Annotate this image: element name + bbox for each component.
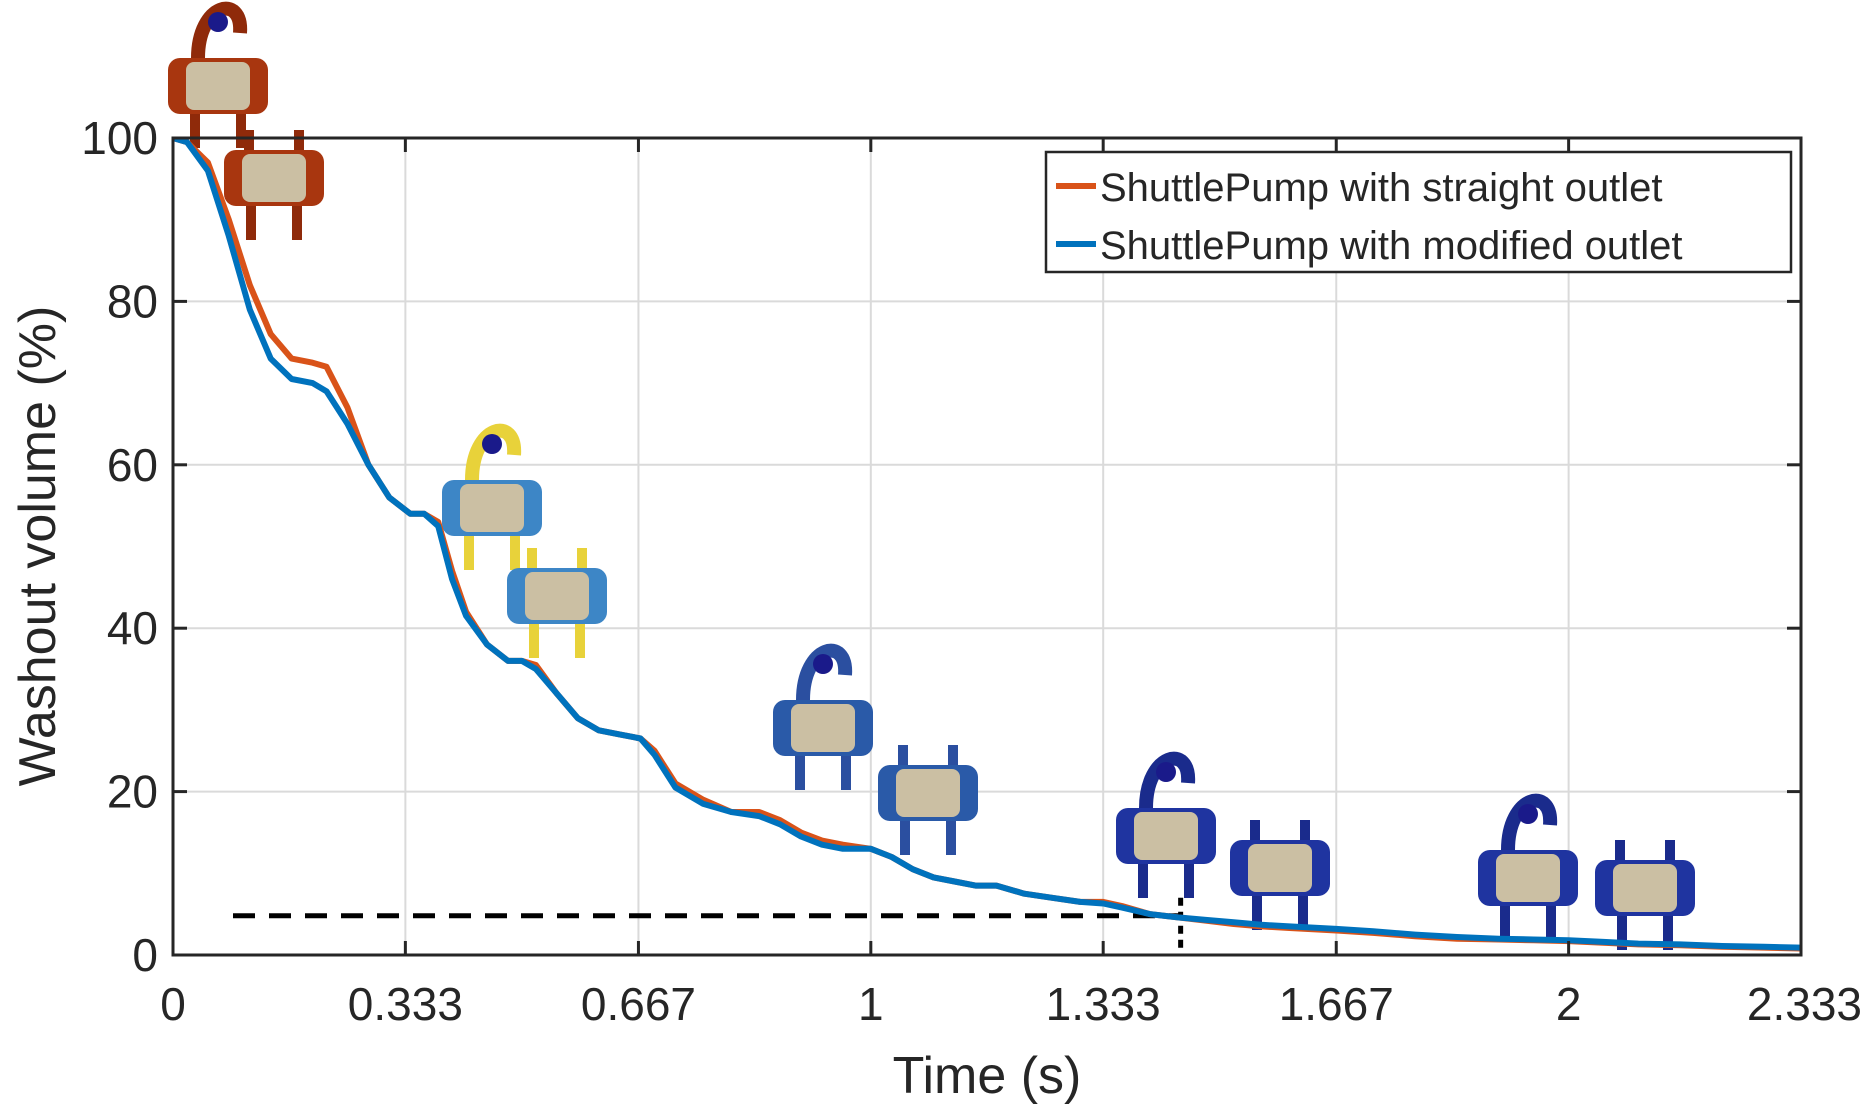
pump-port-top [1665,840,1675,862]
pump-piston [1134,812,1198,860]
pump-piston [1248,844,1312,892]
series-line-modified-outlet [173,138,1801,951]
pump-piston [460,484,524,532]
pump-piston [1496,854,1560,902]
pump-snapshot-icon [1116,751,1216,898]
pump-snapshot-icon [507,548,607,658]
pump-port-bottom [236,114,246,148]
x-tick-label: 1.667 [1279,978,1394,1030]
pump-loop-tube [191,1,248,59]
legend-label-modified: ShuttlePump with modified outlet [1100,224,1683,268]
pump-snapshots [168,1,1695,950]
series-layer [173,138,1801,952]
y-tick-label: 100 [81,112,158,164]
pump-piston [242,154,306,202]
pump-loop-tube [465,423,522,481]
pump-loop-tube [1501,793,1558,851]
y-tick-label: 40 [107,602,158,654]
pump-port-bottom [292,206,302,240]
pump-port-bottom [575,624,585,658]
pump-loop-tube [796,643,853,701]
pump-snapshot-icon [168,1,268,148]
y-axis-title: Washout volume (%) [9,306,67,787]
axis-ticks [171,136,1803,957]
pump-port-bottom [1500,906,1510,940]
pump-port-bottom [1138,864,1148,898]
dashed-guide-lines [233,897,1184,955]
pump-rotor-dot [1156,762,1176,782]
pump-loop-tube [1139,751,1196,809]
x-axis-title: Time (s) [893,1047,1082,1105]
pump-port-bottom [1663,916,1673,950]
x-tick-labels: 0 0.333 0.667 1 1.333 1.667 2 2.333 [160,978,1862,1030]
pump-port-top [898,745,908,767]
pump-rotor-dot [813,654,833,674]
pump-rotor-dot [1518,804,1538,824]
pump-piston [896,769,960,817]
pump-piston [791,704,855,752]
pump-snapshot-icon [1595,840,1695,950]
pump-port-bottom [900,821,910,855]
pump-port-bottom [946,821,956,855]
pump-snapshot-icon [878,745,978,855]
pump-port-bottom [1546,906,1556,940]
axes-box [171,136,1803,957]
x-tick-label: 1.333 [1046,978,1161,1030]
pump-port-bottom [795,756,805,790]
pump-port-bottom [1252,896,1262,930]
pump-rotor-dot [208,12,228,32]
x-tick-label: 1 [858,978,884,1030]
y-tick-label: 80 [107,275,158,327]
pump-port-top [577,548,587,570]
pump-port-top [1300,820,1310,842]
x-tick-label: 2 [1556,978,1582,1030]
grid-lines [173,138,1801,955]
y-tick-label: 0 [132,929,158,981]
pump-snapshot-icon [1478,793,1578,940]
pump-port-bottom [1298,896,1308,930]
pump-port-top [948,745,958,767]
pump-port-top [244,130,254,152]
pump-port-top [1250,820,1260,842]
pump-port-bottom [510,536,520,570]
pump-snapshot-icon [224,130,324,240]
y-tick-labels: 0 20 40 60 80 100 [81,112,158,981]
pump-port-top [294,130,304,152]
pump-snapshot-icon [1230,820,1330,930]
pump-port-top [1615,840,1625,862]
pump-port-top [527,548,537,570]
y-tick-label: 60 [107,439,158,491]
pump-rotor-dot [482,434,502,454]
pump-port-bottom [841,756,851,790]
pump-port-bottom [246,206,256,240]
pump-port-bottom [1184,864,1194,898]
pump-snapshot-icon [773,643,873,790]
pump-snapshot-icon [442,423,542,570]
x-tick-label: 2.333 [1747,978,1862,1030]
x-tick-label: 0 [160,978,186,1030]
pump-port-bottom [190,114,200,148]
pump-port-bottom [1617,916,1627,950]
legend-label-straight: ShuttlePump with straight outlet [1100,166,1663,210]
pump-piston [1613,864,1677,912]
pump-port-bottom [464,536,474,570]
legend-box [1044,150,1793,274]
pump-piston [525,572,589,620]
pump-piston [186,62,250,110]
y-tick-label: 20 [107,766,158,818]
x-tick-label: 0.333 [348,978,463,1030]
legend: ShuttlePump with straight outlet Shuttle… [1044,150,1793,274]
pump-port-bottom [529,624,539,658]
x-tick-label: 0.667 [581,978,696,1030]
